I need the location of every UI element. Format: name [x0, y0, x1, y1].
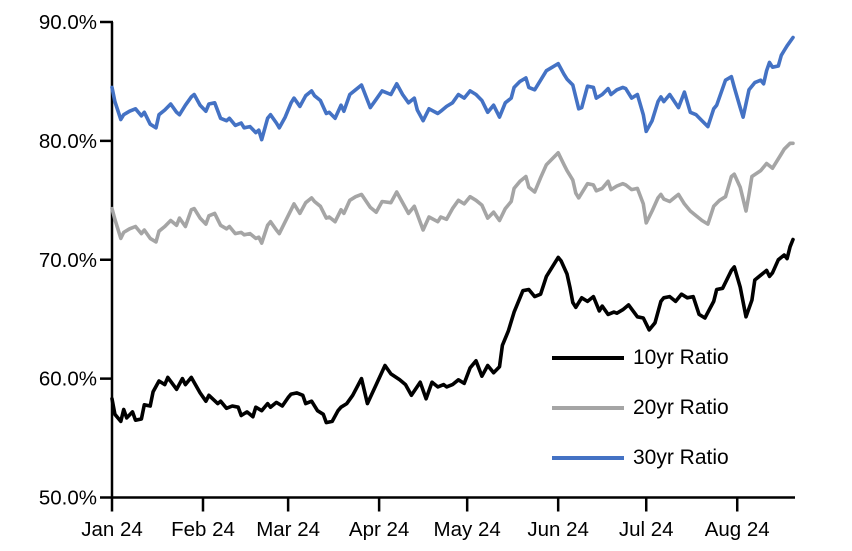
x-axis-tick-label: Mar 24 [256, 518, 320, 541]
legend-item-20yr-ratio: 20yr Ratio [552, 383, 729, 433]
y-axis-tick-label: 60.0% [39, 368, 97, 391]
x-axis-tick-label: Jul 24 [619, 518, 674, 541]
legend-line-swatch-10yr [552, 356, 624, 360]
legend-line-swatch-30yr [552, 456, 624, 460]
x-axis-tick-label: Feb 24 [171, 518, 235, 541]
legend-label-10yr: 10yr Ratio [633, 346, 729, 369]
x-axis-tick-label: Aug 24 [705, 518, 770, 541]
legend-item-10yr-ratio: 10yr Ratio [552, 333, 729, 383]
legend-item-30yr-ratio: 30yr Ratio [552, 433, 729, 483]
y-axis-tick-label: 70.0% [39, 249, 97, 272]
legend-label-20yr: 20yr Ratio [633, 396, 729, 419]
y-axis-tick-label: 90.0% [39, 11, 97, 34]
x-axis-tick-label: Jun 24 [527, 518, 589, 541]
x-axis-tick-label: May 24 [434, 518, 501, 541]
legend-line-swatch-20yr [552, 406, 624, 410]
y-axis-tick-label: 50.0% [39, 487, 97, 510]
series-line-20yr-ratio [110, 141, 795, 245]
y-axis-tick-label: 80.0% [39, 130, 97, 153]
series-line-30yr-ratio [110, 35, 795, 142]
chart-legend: 10yr Ratio 20yr Ratio 30yr Ratio [552, 333, 729, 483]
x-axis-tick-label: Jan 24 [81, 518, 143, 541]
series-line-10yr-ratio [110, 237, 795, 425]
x-axis-tick-label: Apr 24 [349, 518, 409, 541]
legend-label-30yr: 30yr Ratio [633, 446, 729, 469]
